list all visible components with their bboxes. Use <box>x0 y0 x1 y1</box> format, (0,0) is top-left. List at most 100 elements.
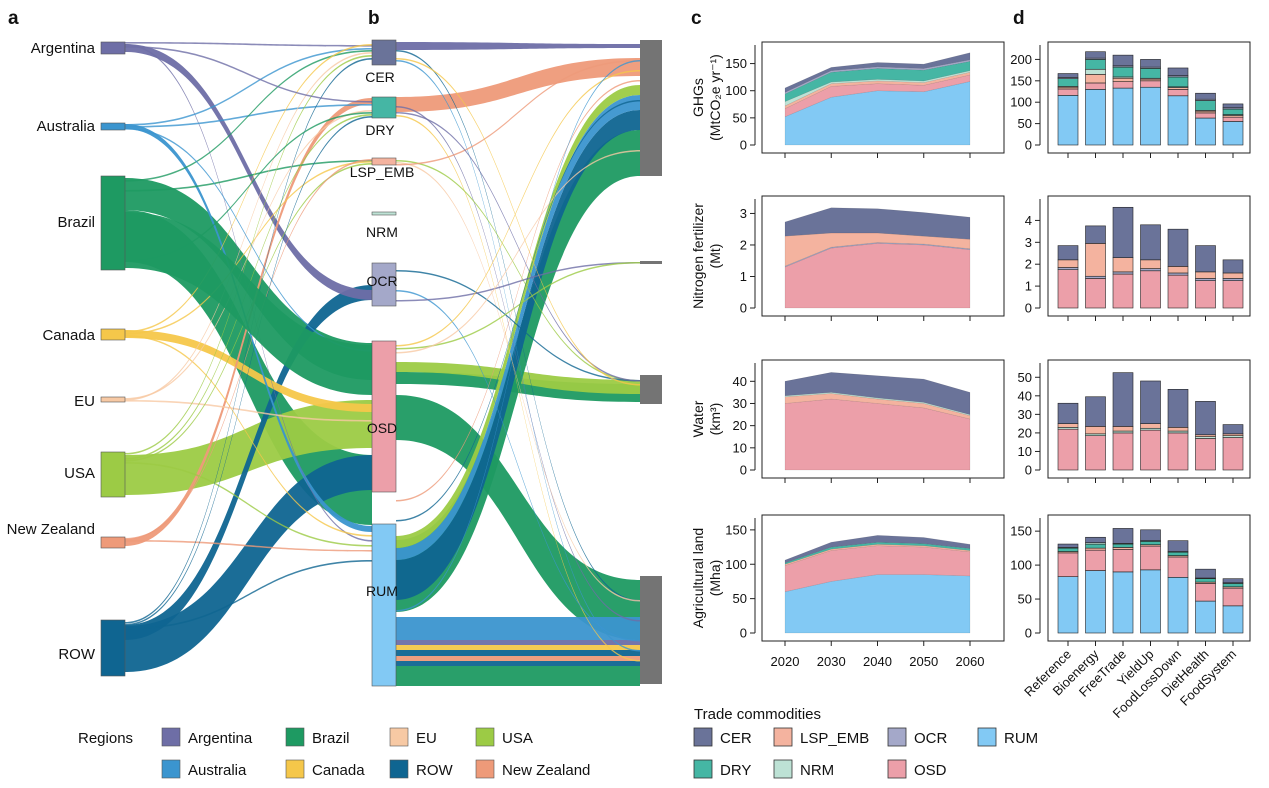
legend-label-dry: DRY <box>720 762 751 779</box>
area-cer <box>784 535 971 564</box>
flow-thin-brazil-to-lsp-emb <box>125 160 372 192</box>
y-axis-label: (Mha) <box>707 560 723 597</box>
flow-thin-usa-to-cer <box>125 55 372 455</box>
flow-rum-band-row <box>396 650 640 656</box>
y-tick-label: 0 <box>740 138 747 153</box>
bar-segment-reference-cer <box>1057 543 1079 548</box>
bar-segment-diethealth-dry <box>1195 578 1216 583</box>
commodity-node-dry <box>371 96 397 119</box>
flow-rum-band-row <box>396 661 640 666</box>
bar-segment-diethealth-dry <box>1195 100 1216 111</box>
bar-segment-diethealth-cer <box>1195 245 1216 273</box>
flow-thin-commodity-5 <box>396 162 640 602</box>
legend-label-row: ROW <box>416 762 454 779</box>
bar-segment-foodsystem-cer <box>1222 578 1244 584</box>
region-node-brazil <box>100 175 126 271</box>
flow-rum-band-new-zealand <box>396 656 640 661</box>
bar-segment-diethealth-osd <box>1195 280 1216 309</box>
bar-segment-bioenergy-rum <box>1085 89 1106 146</box>
flow-row-to-ocr <box>125 285 372 640</box>
bar-segment-foodsystem-cer <box>1222 424 1244 435</box>
region-label-usa: USA <box>64 465 95 482</box>
region-nodes: Argentina Australia Brazil Canada EU USA New Z… <box>7 40 126 677</box>
bar-segment-foodsystem-osd <box>1222 587 1244 607</box>
bar-segment-foodsystem-osd <box>1222 116 1244 122</box>
destination-node-2 <box>640 261 662 264</box>
flow-thin-commodity-6 <box>396 60 640 166</box>
y-tick-label: 1 <box>740 269 747 284</box>
area-lsp-emb <box>784 71 971 110</box>
legend-label-cer: CER <box>720 730 752 747</box>
area-ocr <box>784 59 971 95</box>
sankey-diagram: Argentina Australia Brazil Canada EU USA New Z… <box>7 39 662 687</box>
chart-d-4: ReferenceBioenergyFreeTradeYieldUpFoodLo… <box>1010 514 1251 721</box>
flow-thin-new-zealand-to-rum <box>125 540 372 552</box>
bar-segment-yieldup-rum <box>1140 569 1161 634</box>
region-label-new-zealand: New Zealand <box>7 521 95 538</box>
bar-segment-bioenergy-lsp-emb <box>1085 547 1106 551</box>
bar-segment-foodlossdown-cer <box>1167 389 1189 428</box>
bar-segment-bioenergy-cer <box>1085 536 1106 543</box>
bar-segment-bioenergy-osd <box>1085 82 1106 90</box>
region-node-australia <box>100 122 126 131</box>
region-label-brazil: Brazil <box>57 214 95 231</box>
bar-segment-yieldup-cer <box>1140 380 1161 424</box>
y-tick-label: 1 <box>1025 279 1032 294</box>
bar-segment-reference-lsp-emb <box>1057 259 1079 268</box>
area-lsp-emb <box>784 544 971 566</box>
y-tick-label: 10 <box>733 440 747 455</box>
bar-segment-freetrade-rum <box>1112 571 1134 634</box>
y-tick-label: 200 <box>1010 52 1032 67</box>
bar-segment-bioenergy-lsp-emb <box>1085 426 1106 435</box>
flow-thin-commodity-16 <box>396 112 640 382</box>
legend-swatch-australia <box>161 759 181 779</box>
y-tick-label: 50 <box>1018 116 1032 131</box>
y-tick-label: 50 <box>733 591 747 606</box>
flow-thin-row-to-dry <box>125 116 372 626</box>
flow-cer-to-sink1 <box>396 42 640 50</box>
commodity-node-lsp-emb <box>371 157 397 166</box>
y-tick-label: 30 <box>1018 407 1032 422</box>
bar-segment-foodlossdown-lsp-emb <box>1167 266 1189 274</box>
bar-segment-reference-cer <box>1057 402 1079 424</box>
flow-thin-argentina-to-dry <box>125 46 372 103</box>
bar-segment-foodsystem-dry <box>1222 108 1244 115</box>
bar-segment-foodlossdown-osd <box>1167 89 1189 97</box>
destination-node-3 <box>640 375 662 404</box>
legend-swatch-row <box>389 759 409 779</box>
bar-segment-foodlossdown-cer <box>1167 228 1189 267</box>
x-tick-label: 2030 <box>817 654 846 669</box>
y-tick-label: 2 <box>740 237 747 252</box>
commodities-legend-title: Trade commodities <box>694 706 821 723</box>
bar-segment-freetrade-ocr <box>1112 271 1134 275</box>
bar-segment-bioenergy-cer <box>1085 225 1106 244</box>
legend-swatch-new-zealand <box>475 759 495 779</box>
bar-segment-freetrade-lsp-emb <box>1112 426 1134 432</box>
commodity-node-cer <box>371 39 397 66</box>
y-tick-label: 100 <box>1010 558 1032 573</box>
bar-segment-reference-lsp-emb <box>1057 423 1079 428</box>
x-tick-label: 2050 <box>909 654 938 669</box>
bar-segment-yieldup-cer <box>1140 224 1161 261</box>
y-tick-label: 3 <box>1025 235 1032 250</box>
bar-segment-foodlossdown-lsp-emb <box>1167 427 1189 432</box>
bar-segment-bioenergy-lsp-emb <box>1085 243 1106 277</box>
flow-thin-commodity-12 <box>396 150 640 354</box>
bar-segment-diethealth-cer <box>1195 568 1216 579</box>
y-tick-label: 0 <box>1025 138 1032 153</box>
region-node-argentina <box>100 41 126 55</box>
y-axis-label: (Mt) <box>707 244 723 269</box>
bar-segment-diethealth-cer <box>1195 92 1216 100</box>
x-tick-label: 2060 <box>956 654 985 669</box>
bar-segment-foodlossdown-osd <box>1167 274 1189 309</box>
y-tick-label: 100 <box>1010 95 1032 110</box>
bar-segment-foodlossdown-osd <box>1167 432 1189 471</box>
y-tick-label: 50 <box>1018 370 1032 385</box>
bar-segment-foodlossdown-ocr <box>1167 272 1189 276</box>
bar-segment-yieldup-osd <box>1140 270 1161 309</box>
legend-label-ocr: OCR <box>914 730 948 747</box>
y-tick-label: 0 <box>1025 626 1032 641</box>
flow-thin-australia-to-osd <box>125 128 372 352</box>
legends: Regions Argentina Brazil EU USA Australia Cana… <box>78 706 1038 779</box>
